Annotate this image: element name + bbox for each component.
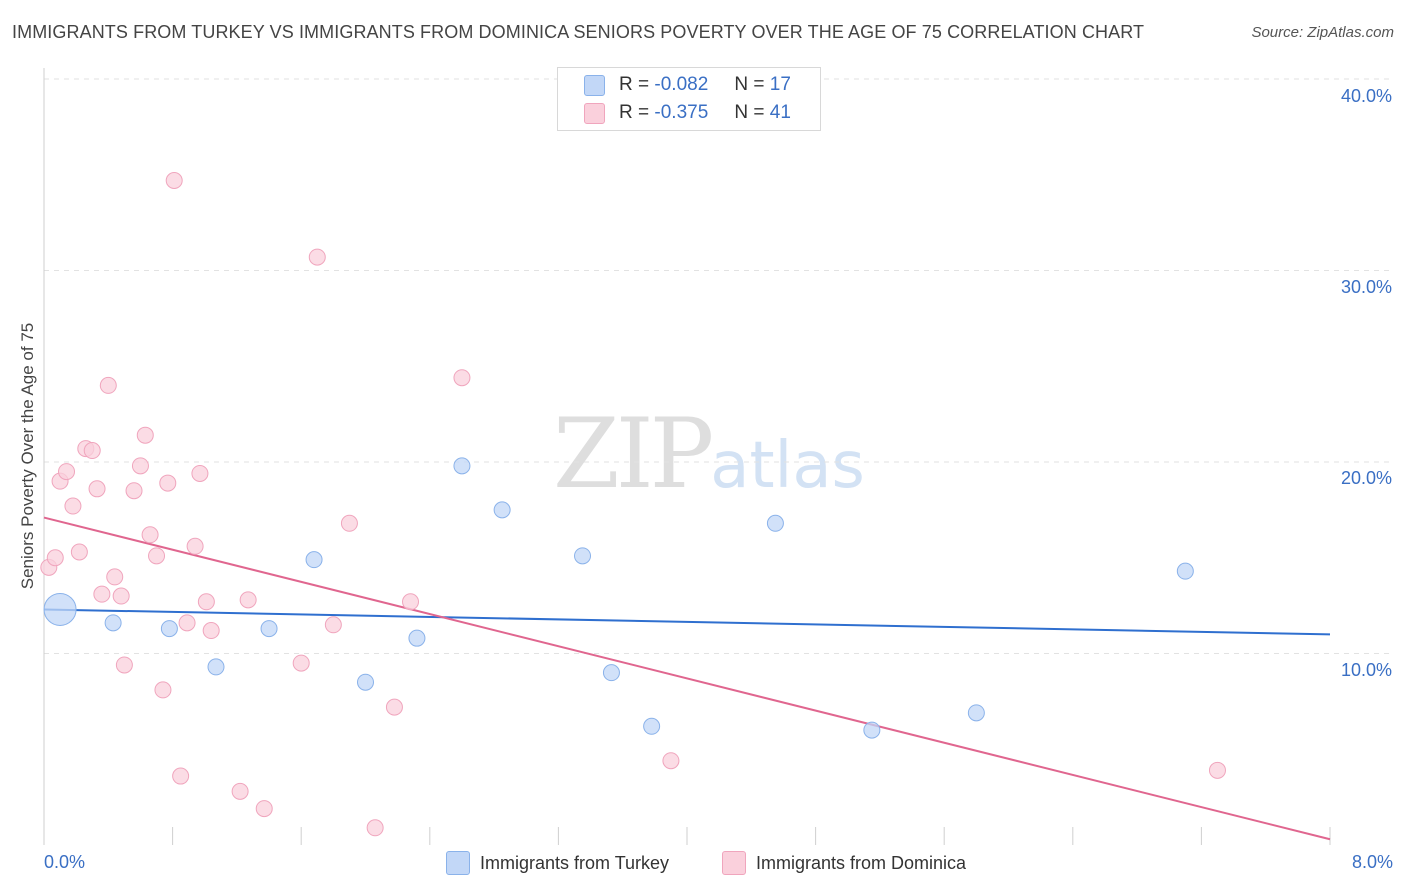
turkey-point (305, 551, 323, 569)
dominica-point (366, 819, 384, 837)
n-value: 17 (769, 74, 791, 95)
x-tick-label: 0.0% (44, 852, 86, 872)
dominica-point (191, 464, 209, 482)
dominica-point (88, 480, 106, 498)
dominica-trend-line (43, 516, 1331, 841)
dominica-point (93, 585, 111, 603)
dominica-point (136, 426, 154, 444)
dominica-point (99, 376, 117, 394)
turkey-point (207, 658, 225, 676)
turkey-point (602, 664, 620, 682)
turkey-point (493, 501, 511, 519)
y-axis-label: Seniors Poverty Over the Age of 75 (18, 322, 37, 590)
dominica-point (385, 698, 403, 716)
dominica-point (106, 568, 124, 586)
r-value: -0.082 (654, 74, 709, 95)
dominica-point (172, 767, 190, 785)
dominica-point (70, 543, 88, 561)
data-points (40, 171, 1226, 837)
dominica-point (1208, 761, 1226, 779)
y-tick-label: 30.0% (1340, 277, 1392, 297)
source-label: Source: ZipAtlas.com (1251, 24, 1394, 41)
dominica-point (165, 171, 183, 189)
dominica-point (202, 622, 220, 640)
legend-swatch-turkey (446, 851, 470, 875)
stats-row-dominica: R = -0.375 N = 41 (558, 99, 791, 127)
turkey-point (863, 721, 881, 739)
r-value: -0.375 (654, 102, 709, 123)
dominica-point (197, 593, 215, 611)
dominica-point (324, 616, 342, 634)
n-label: N = (734, 102, 765, 123)
stats-row-turkey: R = -0.082 N = 17 (558, 71, 791, 99)
turkey-point (260, 620, 278, 638)
n-label: N = (734, 74, 765, 95)
dominica-point (453, 369, 471, 387)
dominica-point (83, 442, 101, 460)
stats-box: R = -0.082 N = 17 R = -0.375 N = 41 (557, 67, 821, 131)
dominica-point (141, 526, 159, 544)
legend-label: Immigrants from Dominica (756, 852, 967, 873)
dominica-point (231, 782, 249, 800)
dominica-point (340, 514, 358, 532)
dominica-point (125, 482, 143, 500)
turkey-point (104, 614, 122, 632)
dominica-point (255, 800, 273, 818)
dominica-swatch (584, 102, 605, 124)
dominica-point (148, 547, 166, 565)
dominica-point (58, 463, 76, 481)
dominica-point (308, 248, 326, 266)
legend-item-turkey[interactable]: Immigrants from Turkey (446, 851, 669, 875)
y-tick-label: 40.0% (1340, 86, 1392, 106)
turkey-point (574, 547, 592, 565)
turkey-point (43, 592, 77, 626)
trend-lines (43, 516, 1331, 841)
turkey-point (160, 620, 178, 638)
turkey-point (1176, 562, 1194, 580)
turkey-point (967, 704, 985, 722)
dominica-point (115, 656, 133, 674)
chart-title: IMMIGRANTS FROM TURKEY VS IMMIGRANTS FRO… (12, 22, 1145, 42)
turkey-swatch (584, 74, 605, 96)
dominica-point (46, 549, 64, 567)
dominica-point (178, 614, 196, 632)
turkey-point (643, 717, 661, 735)
dominica-point (186, 537, 204, 555)
dominica-point (239, 591, 257, 609)
turkey-point (408, 629, 426, 647)
y-tick-label: 10.0% (1340, 660, 1392, 680)
dominica-point (154, 681, 172, 699)
dominica-point (662, 752, 680, 770)
dominica-point (292, 654, 310, 672)
r-label: R = (619, 74, 650, 95)
turkey-trend-line (43, 608, 1331, 636)
x-tick-label: 8.0% (1351, 852, 1393, 872)
r-label: R = (619, 102, 650, 123)
turkey-point (357, 673, 374, 691)
turkey-point (766, 514, 784, 532)
dominica-point (64, 497, 82, 515)
dominica-point (112, 587, 130, 605)
y-tick-label: 20.0% (1340, 468, 1392, 488)
dominica-point (131, 457, 149, 475)
dominica-point (159, 474, 177, 492)
legend-item-dominica[interactable]: Immigrants from Dominica (722, 851, 966, 875)
turkey-point (453, 457, 471, 475)
n-value: 41 (769, 102, 791, 123)
legend-swatch-dominica (722, 851, 746, 875)
legend-label: Immigrants from Turkey (480, 852, 670, 873)
axes (43, 68, 1331, 845)
dominica-point (402, 593, 420, 611)
